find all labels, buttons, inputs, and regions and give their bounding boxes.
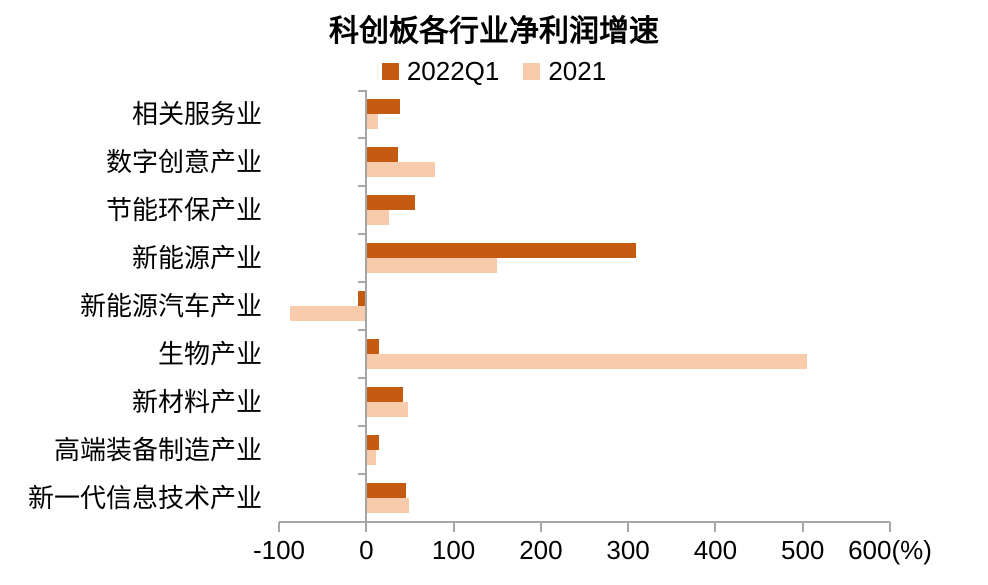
bar-2021-category-6 [366,402,409,417]
chart-legend: 2022Q1 2021 [0,56,988,86]
value-axis-tick [539,522,542,532]
bar-2022Q1-category-1 [366,147,398,162]
bar-2021-category-1 [366,162,436,177]
chart-title: 科创板各行业净利润增速 [329,15,659,48]
category-axis-tick [358,281,366,283]
bar-2022Q1-category-5 [366,339,380,354]
legend-item-2021: 2021 [523,57,606,85]
category-label-2: 节能环保产业 [105,195,262,225]
bar-2022Q1-category-4 [357,291,367,306]
value-axis-tick-label-1: 0 [359,535,374,565]
legend-label-2021: 2021 [548,56,607,86]
value-axis-tick [627,522,630,532]
category-label-0: 相关服务业 [131,99,262,129]
legend-swatch-2022q1-icon [381,62,399,80]
category-axis-line [365,90,368,522]
value-axis-tick-label-0: -100 [252,535,306,565]
category-axis-tick [358,425,366,427]
value-axis-tick [714,522,717,532]
bar-2022Q1-category-6 [366,387,403,402]
value-axis-line [279,521,890,523]
plot-area [278,90,891,532]
value-axis-tick-label-7: 600(%) [848,535,932,565]
bar-2021-category-4 [290,306,367,321]
value-axis-tick-label-2: 100 [431,535,476,565]
category-axis-tick [358,185,366,187]
bar-2022Q1-category-3 [366,243,636,258]
value-axis-tick [889,522,891,532]
value-axis-tick [801,522,804,532]
category-axis-tick [358,90,366,92]
bar-2021-category-3 [366,258,498,273]
value-axis-tick [452,522,455,532]
category-label-7: 高端装备制造产业 [53,435,262,465]
category-axis-tick [358,233,366,235]
value-axis-tick [365,522,368,532]
category-label-4: 新能源汽车产业 [79,291,262,321]
bar-2022Q1-category-8 [366,483,407,498]
legend-item-2022q1: 2022Q1 [381,56,500,86]
bar-2022Q1-category-2 [366,195,416,210]
value-axis-tick-label-4: 300 [606,535,650,565]
category-label-3: 新能源产业 [131,243,262,273]
value-axis-tick-label-6: 500 [780,535,825,565]
category-axis-tick [358,377,366,379]
value-axis-tick [278,522,280,532]
category-axis-tick [358,137,366,139]
value-axis-tick-label-3: 200 [519,535,563,565]
value-axis-tick-label-5: 400 [693,535,738,565]
category-label-5: 生物产业 [157,339,262,369]
bar-2021-category-0 [366,114,379,129]
category-axis-tick [358,473,366,475]
category-axis-tick [358,329,366,331]
legend-label-2022q1: 2022Q1 [406,56,500,86]
bar-2021-category-7 [366,450,376,465]
bar-2022Q1-category-0 [366,99,401,114]
bar-2022Q1-category-7 [366,435,380,450]
category-label-1: 数字创意产业 [105,147,262,177]
category-label-6: 新材料产业 [131,387,262,417]
category-label-8: 新一代信息技术产业 [27,483,262,513]
bar-2021-category-5 [366,354,808,369]
bar-2021-category-2 [366,210,389,225]
legend-swatch-2021-icon [523,62,541,80]
bar-2021-category-8 [366,498,410,513]
